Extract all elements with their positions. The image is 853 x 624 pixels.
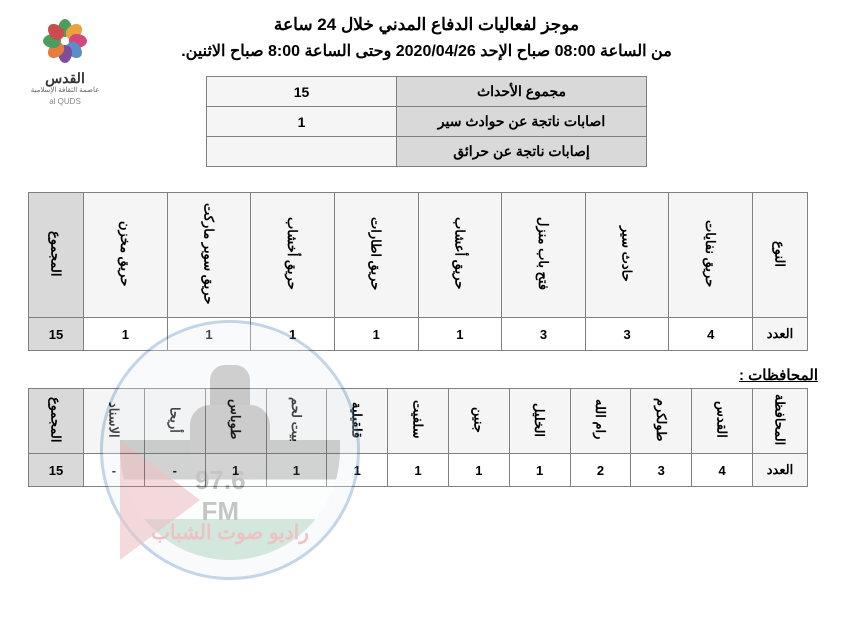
logo-subtitle: عاصمة الثقافة الإسلامية <box>25 87 105 95</box>
count-value: 3 <box>585 318 669 351</box>
column-header: رام الله <box>570 389 631 454</box>
count-value: 3 <box>631 454 692 487</box>
column-header: فتح باب منزل <box>502 193 586 318</box>
total-column-header: المجموع <box>29 389 84 454</box>
column-header: حريق مخزن <box>84 193 168 318</box>
count-value: 1 <box>334 318 418 351</box>
governorates-section-label: المحافظات : <box>15 366 818 384</box>
count-value: 2 <box>570 454 631 487</box>
summary-value: 1 <box>207 107 397 137</box>
count-value: 3 <box>502 318 586 351</box>
count-value: 1 <box>84 318 168 351</box>
column-header: طوباس <box>205 389 266 454</box>
total-value: 15 <box>29 454 84 487</box>
count-value: 4 <box>692 454 753 487</box>
document-header: موجز لفعاليات الدفاع المدني خلال 24 ساعة… <box>15 15 838 61</box>
count-row-label: العدد <box>753 454 808 487</box>
al-quds-logo: القدس عاصمة الثقافة الإسلامية al QUDS <box>25 15 105 106</box>
table-row-label: المحافظة <box>753 389 808 454</box>
column-header: قلقيلية <box>327 389 388 454</box>
total-column-header: المجموع <box>29 193 84 318</box>
total-value: 15 <box>29 318 84 351</box>
table-row-label: النوع <box>753 193 808 318</box>
logo-title: القدس <box>25 70 105 87</box>
count-value: 1 <box>509 454 570 487</box>
summary-label: إصابات ناتجة عن حرائق <box>397 137 647 167</box>
summary-value: 15 <box>207 77 397 107</box>
incident-type-table: النوعحريق نفاياتحادث سيرفتح باب منزلحريق… <box>28 192 808 351</box>
summary-table: مجموع الأحداث15اصابات ناتجة عن حوادث سير… <box>206 76 647 167</box>
column-header: حادث سير <box>585 193 669 318</box>
column-header: حريق نفايات <box>669 193 753 318</box>
count-value: 1 <box>448 454 509 487</box>
watermark-fm-label: FM <box>202 496 240 526</box>
date-range-subtitle: من الساعة 08:00 صباح الإحد 2020/04/26 وح… <box>15 41 838 61</box>
column-header: طولكرم <box>631 389 692 454</box>
summary-label: اصابات ناتجة عن حوادث سير <box>397 107 647 137</box>
column-header: حريق أخشاب <box>251 193 335 318</box>
count-value: - <box>144 454 205 487</box>
column-header: بيت لحم <box>266 389 327 454</box>
main-title: موجز لفعاليات الدفاع المدني خلال 24 ساعة <box>15 15 838 35</box>
count-value: 1 <box>266 454 327 487</box>
column-header: القدس <box>692 389 753 454</box>
column-header: حريق أعشاب <box>418 193 502 318</box>
count-value: 1 <box>418 318 502 351</box>
count-value: 1 <box>167 318 251 351</box>
count-value: 1 <box>205 454 266 487</box>
watermark-brand: راديو صوت الشباب <box>90 520 370 545</box>
count-row-label: العدد <box>753 318 808 351</box>
column-header: الاسناد <box>84 389 145 454</box>
column-header: حريق اطارات <box>334 193 418 318</box>
summary-label: مجموع الأحداث <box>397 77 647 107</box>
column-header: جنين <box>448 389 509 454</box>
logo-english: al QUDS <box>25 97 105 106</box>
count-value: 4 <box>669 318 753 351</box>
column-header: أريحا <box>144 389 205 454</box>
column-header: حريق سوبر ماركت <box>167 193 251 318</box>
governorates-table: المحافظةالقدسطولكرمرام اللهالخليلجنينسلف… <box>28 388 808 487</box>
count-value: 1 <box>251 318 335 351</box>
column-header: سلفيت <box>388 389 449 454</box>
summary-value <box>207 137 397 167</box>
count-value: 1 <box>327 454 388 487</box>
count-value: - <box>84 454 145 487</box>
column-header: الخليل <box>509 389 570 454</box>
count-value: 1 <box>388 454 449 487</box>
logo-flower-icon <box>40 15 90 65</box>
